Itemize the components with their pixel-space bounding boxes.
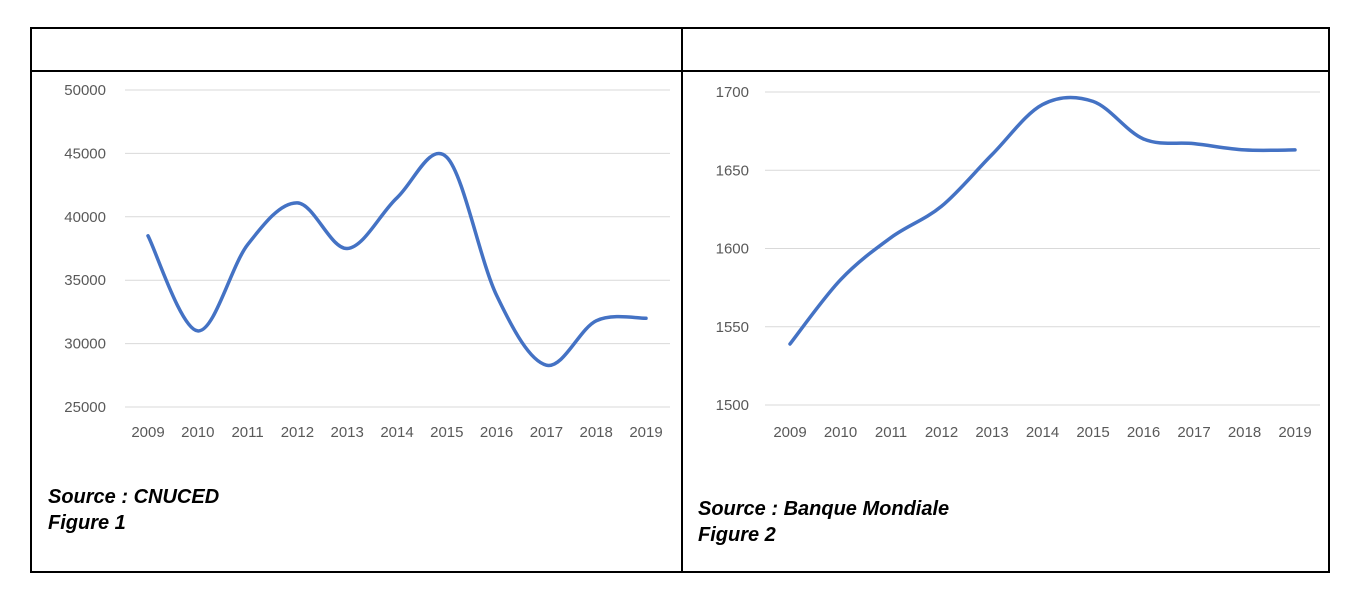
x-tick-label: 2011: [231, 424, 263, 441]
x-tick-label: 2016: [1127, 424, 1160, 441]
x-tick-label: 2015: [1076, 424, 1109, 441]
y-tick-label: 45000: [64, 145, 106, 162]
source-2: Source : Banque Mondiale: [698, 498, 950, 520]
x-tick-label: 2016: [480, 424, 513, 441]
y-tick-label: 1500: [716, 397, 749, 414]
x-tick-label: 2017: [1177, 424, 1210, 441]
x-tick-label: 2018: [580, 424, 613, 441]
x-tick-label: 2010: [824, 424, 857, 441]
header-row-divider: [32, 70, 1328, 72]
x-tick-label: 2017: [530, 424, 563, 441]
x-tick-label: 2011: [875, 424, 907, 441]
y-tick-label: 30000: [64, 336, 106, 353]
x-tick-label: 2013: [975, 424, 1008, 441]
table-frame: [30, 27, 1330, 573]
series-line: [146, 151, 648, 367]
x-tick-label: 2019: [629, 424, 662, 441]
x-tick-label: 2009: [773, 424, 806, 441]
figure-2-label: Figure 2: [698, 524, 776, 546]
y-tick-label: 1650: [716, 162, 749, 179]
figure-1-label: Figure 1: [48, 512, 126, 534]
x-tick-label: 2019: [1278, 424, 1311, 441]
y-tick-label: 25000: [64, 399, 106, 416]
y-tick-label: 50000: [64, 82, 106, 99]
y-tick-label: 40000: [64, 209, 106, 226]
x-tick-label: 2010: [181, 424, 214, 441]
y-tick-label: 1700: [716, 84, 749, 101]
y-tick-label: 35000: [64, 272, 106, 289]
source-1: Source : CNUCED: [48, 486, 220, 508]
column-divider: [681, 29, 683, 571]
x-tick-label: 2014: [380, 424, 413, 441]
figure-2-caption: Source : Banque Mondiale Figure 2: [698, 496, 949, 548]
x-tick-label: 2014: [1026, 424, 1059, 441]
y-tick-label: 1600: [716, 241, 749, 258]
x-tick-label: 2013: [331, 424, 364, 441]
figure-1-caption: Source : CNUCED Figure 1: [48, 484, 219, 536]
x-tick-label: 2018: [1228, 424, 1261, 441]
series-line: [788, 95, 1297, 346]
x-tick-label: 2015: [430, 424, 463, 441]
x-tick-label: 2012: [281, 424, 314, 441]
x-tick-label: 2012: [925, 424, 958, 441]
y-tick-label: 1550: [716, 319, 749, 336]
x-tick-label: 2009: [131, 424, 164, 441]
